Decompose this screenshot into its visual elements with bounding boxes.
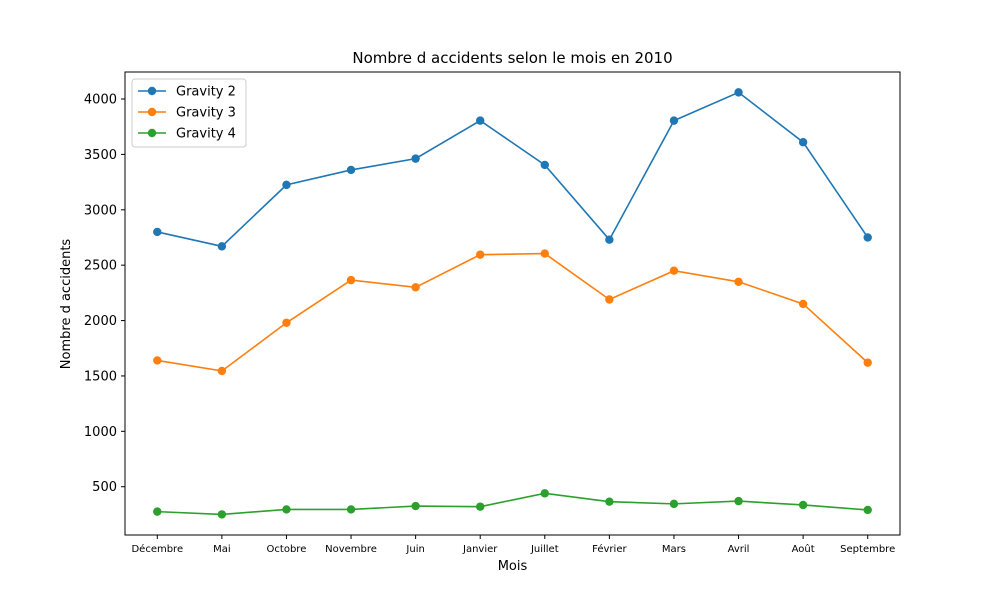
data-point [346, 275, 356, 285]
x-tick-label: Décembre [131, 543, 183, 555]
plot-area [153, 88, 872, 519]
legend-box [131, 78, 247, 148]
x-tick-label: Février [592, 543, 627, 555]
data-point [282, 318, 291, 327]
data-point [411, 283, 420, 292]
legend-label: Gravity 3 [176, 106, 236, 121]
data-point [476, 116, 485, 125]
data-point [798, 138, 808, 147]
data-point [540, 160, 549, 170]
x-axis-title: Mois [498, 559, 528, 574]
data-point [734, 88, 743, 97]
data-point [669, 499, 679, 509]
data-point [282, 505, 291, 514]
y-tick-label: 3000 [84, 203, 117, 218]
legend-swatch-marker [147, 107, 157, 117]
data-point [346, 505, 356, 514]
data-point [411, 501, 420, 511]
data-point [540, 489, 549, 498]
data-point [669, 266, 679, 275]
data-point [798, 299, 808, 309]
legend-swatch-marker [147, 128, 157, 138]
x-tick-label: Octobre [267, 544, 307, 555]
data-point [217, 366, 227, 376]
axes: Décembre Mai Octobre Novembre Juin Janvier Jui… [84, 71, 901, 555]
y-tick-label: 4000 [84, 93, 117, 108]
x-tick-label: Août [792, 543, 815, 555]
data-point [863, 233, 872, 242]
series-line-1 [157, 91, 869, 248]
data-point [863, 358, 872, 367]
y-tick-label: 2000 [84, 314, 117, 329]
data-point [153, 507, 162, 516]
y-axis-title: Nombre d accidents [59, 239, 74, 370]
x-tick-label: Avril [728, 544, 750, 555]
chart-title: Nombre d accidents selon le mois en 2010 [352, 49, 672, 67]
data-point [346, 165, 356, 175]
data-point [605, 497, 614, 506]
data-point [282, 180, 291, 190]
data-point [669, 116, 679, 125]
legend-label: Gravity 2 [176, 85, 236, 100]
series-line-2 [157, 252, 869, 372]
data-point [734, 277, 743, 286]
data-point [605, 295, 614, 304]
y-tick-label: 500 [92, 480, 117, 495]
x-tick-label: Novembre [325, 544, 377, 555]
legend-swatch-marker [147, 86, 157, 96]
data-point [217, 510, 227, 519]
y-tick-label: 3500 [84, 148, 117, 163]
data-point [153, 356, 162, 365]
data-point [217, 242, 227, 251]
data-point [153, 227, 162, 237]
x-tick-label: Janvier [462, 544, 498, 555]
x-tick-label: Juillet [530, 544, 559, 555]
x-tick-label: Septembre [840, 544, 895, 555]
y-tick-label: 2500 [84, 259, 117, 274]
series-line-3 [157, 492, 868, 516]
y-tick-label: 1000 [84, 425, 117, 440]
data-point [540, 249, 549, 258]
data-point [605, 235, 614, 244]
x-tick-label: Mars [662, 544, 686, 555]
legend-label: Gravity 4 [176, 127, 236, 142]
legend: Gravity 2 Gravity 3 Gravity 4 [131, 78, 247, 148]
x-tick-label: Juin [405, 544, 424, 555]
data-point [734, 496, 743, 506]
data-point [798, 500, 808, 510]
data-point [411, 154, 420, 163]
data-point [476, 250, 485, 259]
data-point [476, 502, 485, 511]
plot-frame [124, 71, 901, 536]
data-point [863, 505, 872, 515]
x-tick-label: Mai [213, 544, 231, 555]
y-tick-label: 1500 [84, 369, 117, 384]
